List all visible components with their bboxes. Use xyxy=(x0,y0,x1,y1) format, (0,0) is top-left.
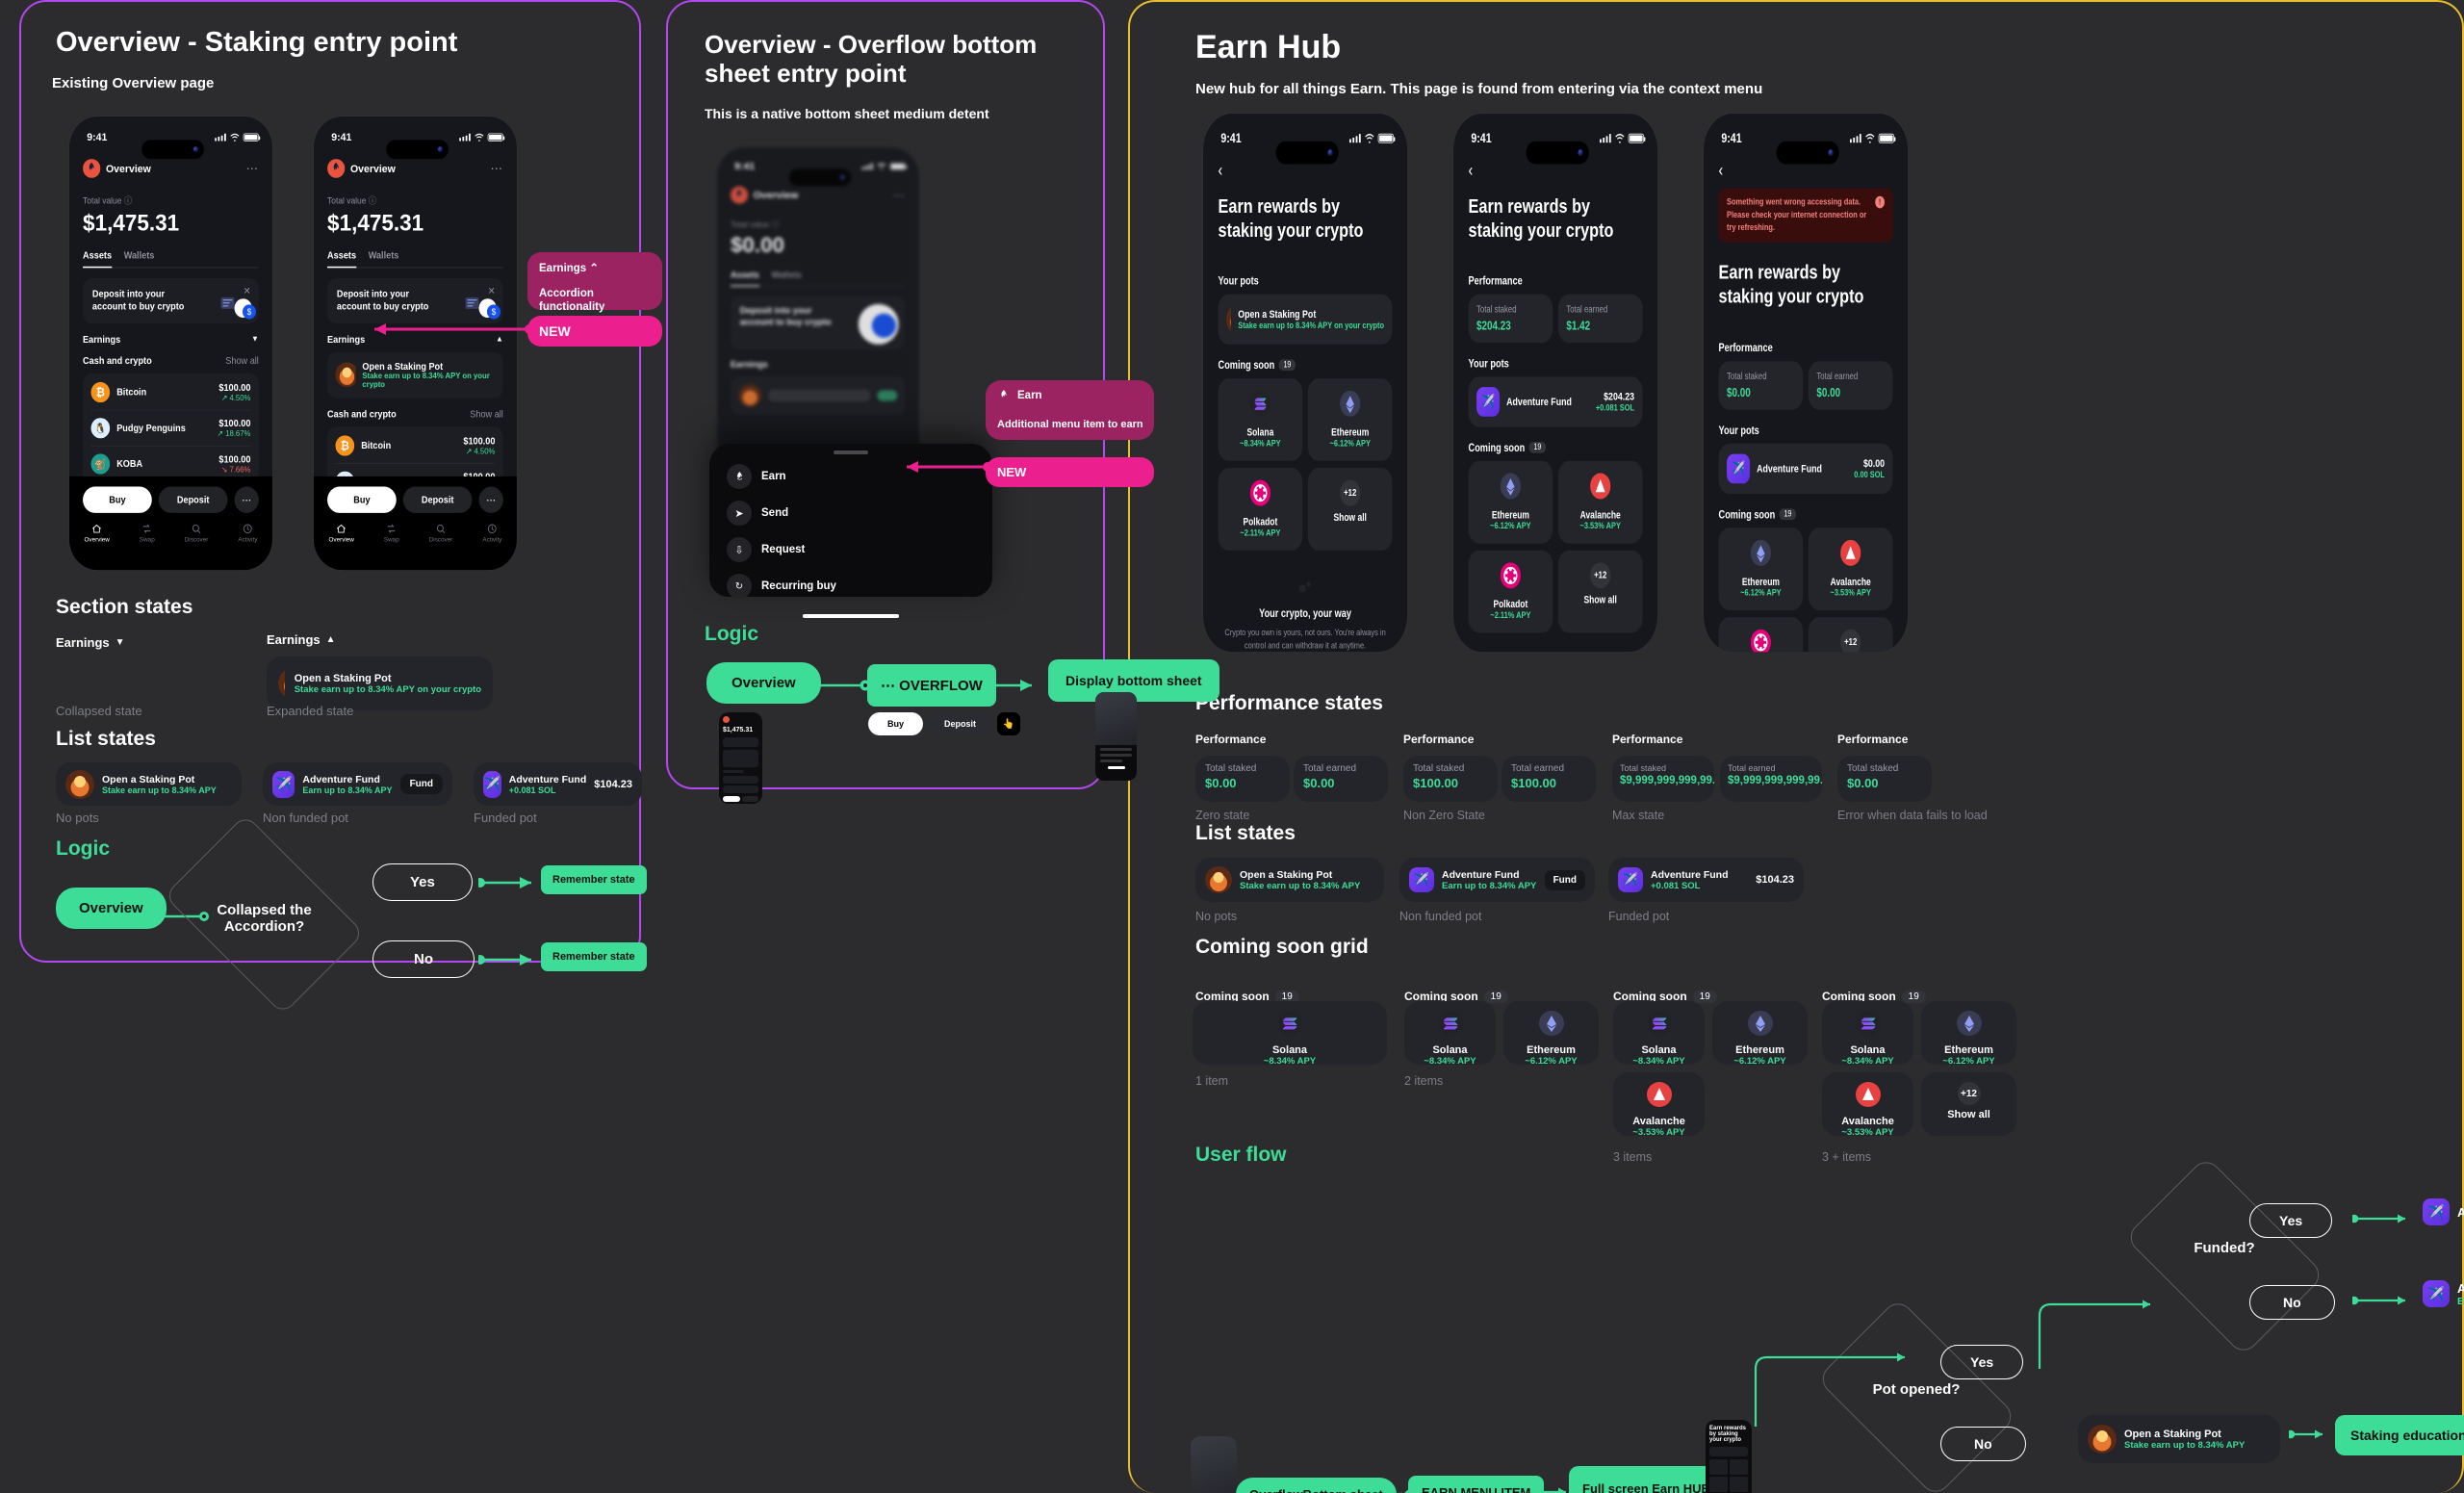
svg-text:₿: ₿ xyxy=(341,439,349,451)
svg-text:₿: ₿ xyxy=(96,386,105,399)
svg-text:🐒: 🐒 xyxy=(94,457,106,470)
svg-text:🐧: 🐧 xyxy=(94,422,106,434)
